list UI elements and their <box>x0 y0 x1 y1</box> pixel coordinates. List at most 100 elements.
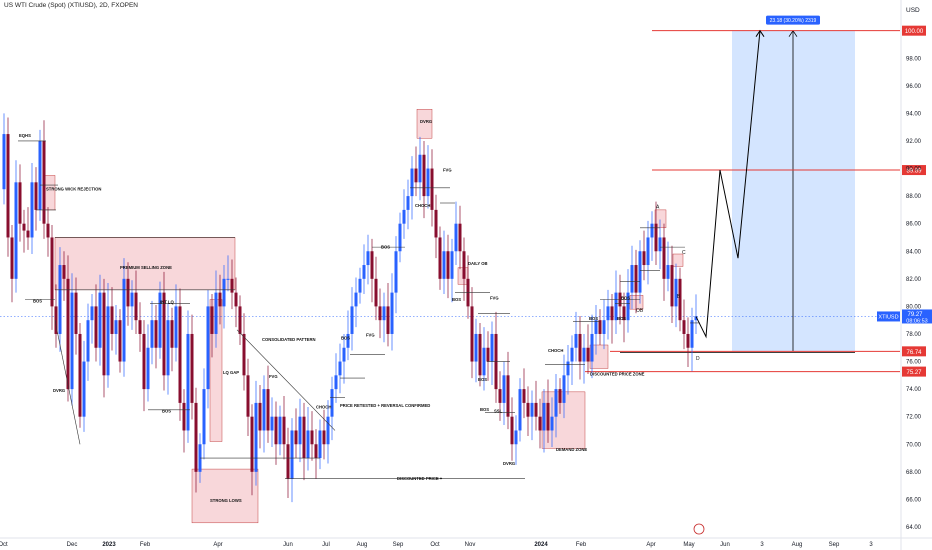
c-zone <box>672 253 684 267</box>
annotation-4: DVRG <box>53 388 65 393</box>
symbol-tag: XTIUSD <box>878 314 898 320</box>
annotation-33: A <box>656 205 660 211</box>
x-tick-2: 2023 <box>102 542 116 548</box>
candle-body <box>434 209 438 238</box>
candle-body <box>202 389 206 445</box>
y-tick-13: 90.00 <box>906 167 922 173</box>
candle-body <box>26 230 30 238</box>
candle-body <box>350 306 354 334</box>
candle-body <box>54 306 58 334</box>
candle-body <box>218 292 222 307</box>
candle-body <box>170 320 174 348</box>
candle-body <box>254 402 258 472</box>
level-tag-bg-76.74 <box>902 346 926 357</box>
candle-body <box>650 223 654 238</box>
candle-body <box>62 265 66 279</box>
candle-body <box>278 416 282 445</box>
candle-body <box>634 265 638 293</box>
candle-body <box>354 292 358 307</box>
candle-body <box>430 168 434 210</box>
y-tick-1: 66.00 <box>906 497 922 503</box>
annotation-31: BOS <box>621 296 630 301</box>
candle-body <box>610 306 614 321</box>
candle-body <box>230 278 234 293</box>
candle-body <box>274 416 278 445</box>
candle-body <box>602 320 606 334</box>
candle-body <box>14 182 18 279</box>
y-tick-16: 96.00 <box>906 84 922 90</box>
candle-body <box>238 306 242 334</box>
y-tick-17: 98.00 <box>906 56 922 62</box>
annotation-20: DAILY OB <box>468 261 488 266</box>
candle-body <box>550 416 554 431</box>
annotation-32: OB <box>636 308 644 314</box>
candle-body <box>234 292 238 307</box>
annotation-24: BOS <box>480 407 489 412</box>
candle-body <box>398 223 402 252</box>
candle-body <box>114 320 118 334</box>
candle-body <box>154 320 158 348</box>
candle-body <box>186 333 190 431</box>
candle-body <box>174 306 178 348</box>
x-tick-19: 3 <box>869 542 873 548</box>
candle-body <box>546 402 550 431</box>
candle-body <box>670 265 674 307</box>
candle-body <box>574 333 578 348</box>
annotation-30: BOS <box>589 316 598 321</box>
annotation-37: BOS <box>617 316 626 321</box>
y-tick-12: 88.00 <box>906 194 922 200</box>
candle-body <box>266 389 270 431</box>
candle-body <box>206 306 210 390</box>
candle-body <box>366 251 370 266</box>
candle-body <box>10 237 14 279</box>
candle-body <box>298 416 302 445</box>
candle-body <box>70 292 74 390</box>
candle-body <box>406 196 410 210</box>
y-tick-5: 74.00 <box>906 387 922 393</box>
candle-body <box>666 265 670 279</box>
annotation-0: EQHS <box>19 133 31 138</box>
candle-body <box>482 347 486 376</box>
candle-body <box>126 278 130 307</box>
position-label: 23.18 (30.20%) 2319 <box>770 18 817 24</box>
level-tag-bg-89.89 <box>902 165 926 176</box>
candle-body <box>194 402 198 472</box>
candle-body <box>578 333 582 362</box>
candle-body <box>322 430 326 445</box>
candle-body <box>98 292 102 348</box>
candle-body <box>690 320 694 348</box>
candle-body <box>290 430 294 479</box>
candle-body <box>358 278 362 293</box>
annotation-34: C <box>682 250 686 256</box>
countdown-tag: 08:06:53 <box>906 318 927 324</box>
candle-body <box>662 237 666 279</box>
candle-body <box>210 306 214 334</box>
candle-body <box>258 402 262 431</box>
candle-body <box>86 320 90 362</box>
x-tick-12: Feb <box>576 542 587 548</box>
x-tick-18: Sep <box>829 542 840 548</box>
candle-body <box>562 375 566 403</box>
annotation-11: CHOCH <box>316 404 331 409</box>
candle-body <box>478 333 482 376</box>
y-tick-4: 72.00 <box>906 415 922 421</box>
candle-body <box>558 389 562 403</box>
ob-zone-top <box>416 109 433 139</box>
annotation-27: CHOCH <box>548 348 563 353</box>
annotation-6: INT LQ <box>160 300 174 305</box>
projection-path <box>695 30 761 339</box>
candle-body <box>414 168 418 183</box>
x-tick-15: Jun <box>720 542 730 548</box>
candle-body <box>250 416 254 472</box>
x-tick-9: Oct <box>430 542 440 548</box>
candle-body <box>42 140 46 224</box>
candle-body <box>78 333 82 417</box>
candle-body <box>490 333 494 362</box>
candle-body <box>686 333 690 348</box>
candle-body <box>314 444 318 459</box>
annotation-36: D <box>696 356 700 362</box>
annotation-2: BOS <box>33 298 42 303</box>
chart-title: US WTI Crude (Spot) (XTIUSD), 2D, FXOPEN <box>4 2 138 9</box>
